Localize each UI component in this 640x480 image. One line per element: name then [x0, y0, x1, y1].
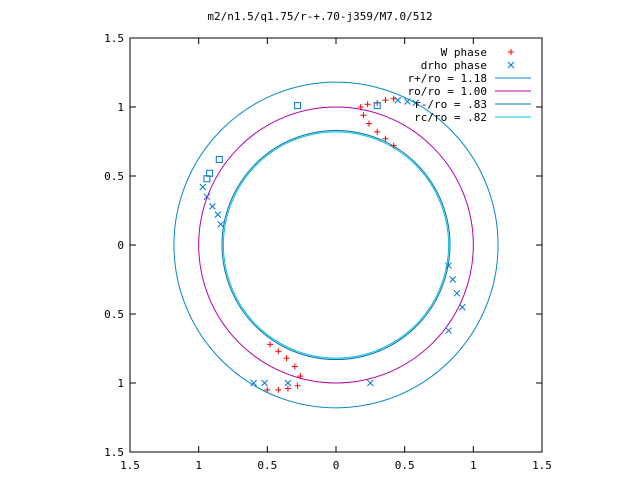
circle-2	[221, 129, 451, 361]
legend-marker	[507, 61, 515, 69]
data-point	[382, 97, 389, 104]
data-point	[390, 142, 397, 149]
x-tick-label: 1	[470, 459, 477, 472]
data-point-b	[458, 303, 466, 311]
legend-marker-b	[507, 61, 515, 69]
data-point-b	[449, 276, 457, 283]
data-point	[366, 379, 374, 387]
data-point	[373, 102, 381, 110]
data-point	[261, 379, 268, 387]
data-point-b	[394, 96, 402, 104]
y-tick-label: 1	[117, 101, 124, 114]
data-point-b	[261, 379, 268, 387]
data-point-b	[250, 379, 257, 387]
data-point	[199, 183, 207, 191]
data-point-b	[445, 327, 452, 334]
data-point	[374, 128, 381, 135]
legend-label: r+/ro = 1.18	[408, 72, 487, 85]
data-point	[360, 112, 367, 119]
legend-label: drho phase	[421, 59, 487, 72]
x-tick-label: 0.5	[395, 459, 415, 472]
data-point	[357, 104, 364, 110]
data-point	[449, 276, 457, 283]
data-point	[291, 363, 298, 370]
data-point	[250, 379, 257, 387]
x-tick-label: 1.5	[120, 459, 140, 472]
legend-label: r-/ro = .83	[414, 98, 487, 111]
data-point-b	[214, 211, 222, 218]
data-point	[445, 262, 452, 270]
data-point-b	[284, 379, 292, 387]
data-point	[275, 386, 282, 393]
y-tick-label: 0	[117, 239, 124, 252]
data-point-b	[445, 262, 452, 270]
data-point	[275, 348, 282, 355]
chart-title: m2/n1.5/q1.75/r-+.70-j359/M7.0/512	[207, 10, 432, 23]
x-tick-label: 1	[195, 459, 202, 472]
legend-label: W phase	[441, 46, 487, 59]
data-point-b	[453, 289, 461, 297]
data-point	[215, 155, 223, 163]
data-point	[217, 220, 224, 228]
y-tick-label: 0.5	[104, 170, 124, 183]
circle-3	[222, 131, 450, 359]
data-point	[267, 341, 274, 348]
data-point	[294, 102, 302, 110]
data-point-b	[412, 99, 420, 107]
y-tick-label: 1	[117, 377, 124, 390]
data-point	[264, 386, 271, 393]
data-point-b	[199, 183, 207, 191]
data-point	[365, 120, 372, 127]
circle-0	[173, 81, 499, 409]
data-point	[214, 211, 222, 218]
data-point-b	[366, 379, 374, 387]
data-point	[297, 373, 304, 380]
x-tick-label: 0.5	[257, 459, 277, 472]
x-tick-label: 0	[333, 459, 340, 472]
data-point	[203, 175, 211, 183]
y-tick-label: 1.5	[104, 446, 124, 459]
data-point	[284, 379, 292, 387]
data-point	[209, 203, 216, 210]
data-point	[294, 382, 301, 389]
data-point	[390, 95, 397, 102]
data-point-b	[404, 98, 411, 105]
data-point	[453, 289, 461, 297]
data-point-b	[217, 220, 224, 228]
legend-label: rc/ro = .82	[414, 111, 487, 124]
data-point	[458, 303, 466, 311]
data-point	[284, 385, 291, 392]
data-point	[283, 355, 290, 362]
data-point	[412, 99, 420, 107]
data-point-b	[209, 203, 216, 210]
y-tick-label: 1.5	[104, 32, 124, 45]
y-tick-label: 0.5	[104, 308, 124, 321]
data-point-b	[203, 193, 211, 201]
data-point	[445, 327, 452, 334]
data-point	[404, 98, 411, 105]
legend-marker	[508, 49, 514, 55]
circle-1	[198, 106, 474, 384]
x-tick-label: 1.5	[532, 459, 552, 472]
data-point	[382, 135, 389, 142]
legend-label: ro/ro = 1.00	[408, 85, 487, 98]
data-point	[203, 193, 211, 201]
data-point	[364, 101, 371, 108]
data-point	[394, 96, 402, 104]
